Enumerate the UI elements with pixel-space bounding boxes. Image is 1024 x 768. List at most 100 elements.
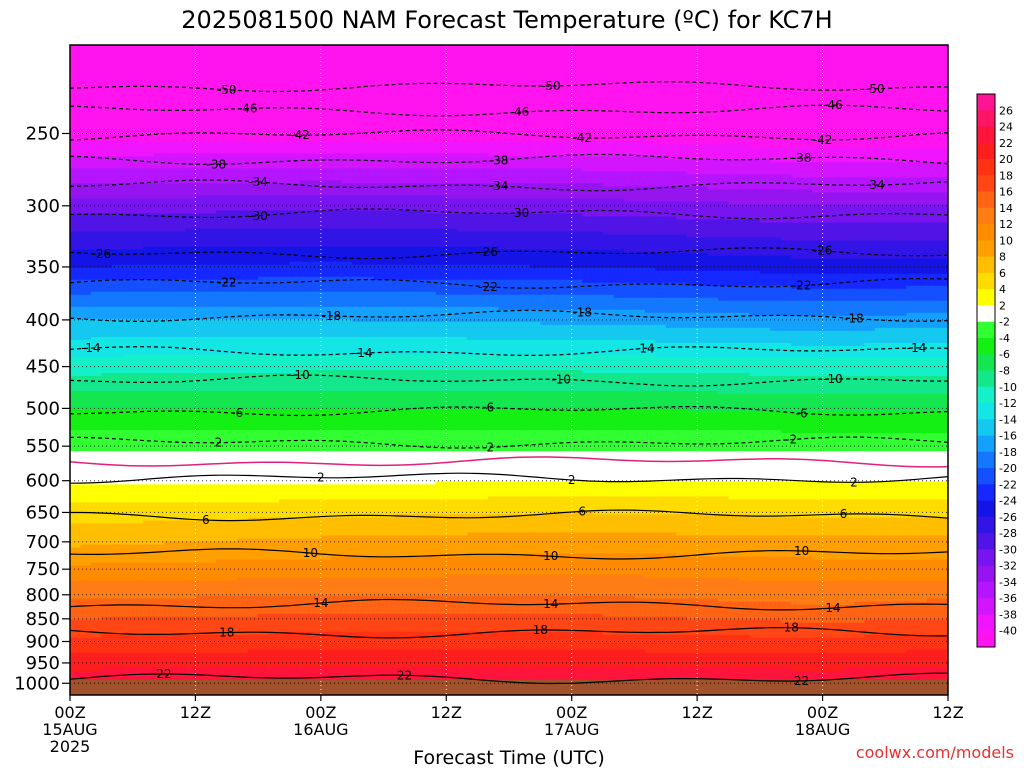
field-cell — [801, 84, 813, 88]
field-cell — [216, 162, 228, 166]
field-cell — [153, 63, 165, 67]
field-cell — [80, 108, 92, 112]
field-cell — [812, 60, 824, 64]
field-cell — [529, 132, 541, 136]
field-cell — [644, 132, 656, 136]
field-cell — [655, 165, 667, 169]
field-cell — [90, 96, 102, 100]
field-cell — [676, 135, 688, 139]
field-cell — [613, 96, 625, 100]
field-cell — [488, 156, 500, 160]
field-cell — [665, 84, 677, 88]
field-cell — [906, 162, 918, 166]
field-cell — [509, 90, 521, 94]
field-cell — [718, 126, 730, 130]
field-cell — [603, 123, 615, 127]
field-cell — [226, 120, 238, 124]
field-cell — [509, 66, 521, 70]
field-cell — [738, 168, 750, 172]
field-cell — [467, 147, 479, 151]
field-cell — [874, 117, 886, 121]
field-cell — [310, 159, 322, 163]
field-cell — [132, 93, 144, 97]
field-cell — [383, 90, 395, 94]
field-cell — [268, 48, 280, 52]
field-cell — [634, 147, 646, 151]
field-cell — [853, 168, 865, 172]
field-cell — [906, 84, 918, 88]
field-cell — [237, 72, 249, 76]
field-cell — [237, 87, 249, 91]
field-cell — [446, 138, 458, 142]
field-cell — [519, 108, 531, 112]
field-cell — [446, 111, 458, 115]
field-cell — [874, 69, 886, 73]
field-cell — [801, 132, 813, 136]
field-cell — [498, 150, 510, 154]
field-cell — [937, 45, 948, 49]
field-cell — [613, 141, 625, 145]
field-cell — [122, 90, 134, 94]
field-cell — [561, 93, 573, 97]
field-cell — [697, 168, 709, 172]
field-cell — [853, 135, 865, 139]
field-cell — [268, 105, 280, 109]
field-cell — [383, 117, 395, 121]
field-cell — [111, 135, 123, 139]
field-cell — [362, 54, 374, 58]
field-cell — [331, 51, 343, 55]
field-cell — [895, 45, 907, 49]
field-cell — [603, 99, 615, 103]
field-cell — [373, 147, 385, 151]
field-cell — [414, 72, 426, 76]
field-cell — [373, 114, 385, 118]
field-cell — [331, 135, 343, 139]
field-cell — [446, 63, 458, 67]
field-cell — [352, 168, 364, 172]
field-cell — [801, 120, 813, 124]
field-cell — [467, 132, 479, 136]
field-cell — [780, 69, 792, 73]
field-cell — [540, 96, 552, 100]
field-cell — [216, 45, 228, 49]
field-cell — [268, 99, 280, 103]
field-cell — [906, 150, 918, 154]
field-cell — [655, 117, 667, 121]
field-cell — [467, 141, 479, 145]
field-cell — [665, 114, 677, 118]
field-cell — [728, 165, 740, 169]
field-cell — [362, 144, 374, 148]
field-cell — [331, 78, 343, 82]
field-cell — [425, 126, 437, 130]
field-cell — [833, 117, 845, 121]
field-cell — [101, 120, 113, 124]
field-cell — [812, 54, 824, 58]
field-cell — [467, 78, 479, 82]
field-cell — [164, 93, 176, 97]
field-cell — [519, 117, 531, 121]
field-cell — [749, 114, 761, 118]
field-cell — [90, 171, 102, 175]
field-cell — [770, 63, 782, 67]
field-cell — [446, 93, 458, 97]
field-cell — [738, 150, 750, 154]
field-cell — [770, 48, 782, 52]
field-cell — [247, 123, 259, 127]
field-cell — [477, 60, 489, 64]
field-cell — [132, 165, 144, 169]
field-cell — [895, 108, 907, 112]
field-cell — [895, 102, 907, 106]
field-cell — [237, 126, 249, 130]
field-cell — [655, 66, 667, 70]
field-cell — [184, 84, 197, 88]
field-cell — [623, 57, 636, 61]
field-cell — [927, 54, 939, 58]
field-cell — [331, 72, 343, 76]
field-cell — [770, 96, 782, 100]
field-cell — [362, 90, 374, 94]
field-cell — [822, 120, 834, 124]
field-cell — [874, 66, 886, 70]
field-cell — [90, 60, 102, 64]
field-cell — [550, 87, 562, 91]
field-cell — [289, 66, 301, 70]
